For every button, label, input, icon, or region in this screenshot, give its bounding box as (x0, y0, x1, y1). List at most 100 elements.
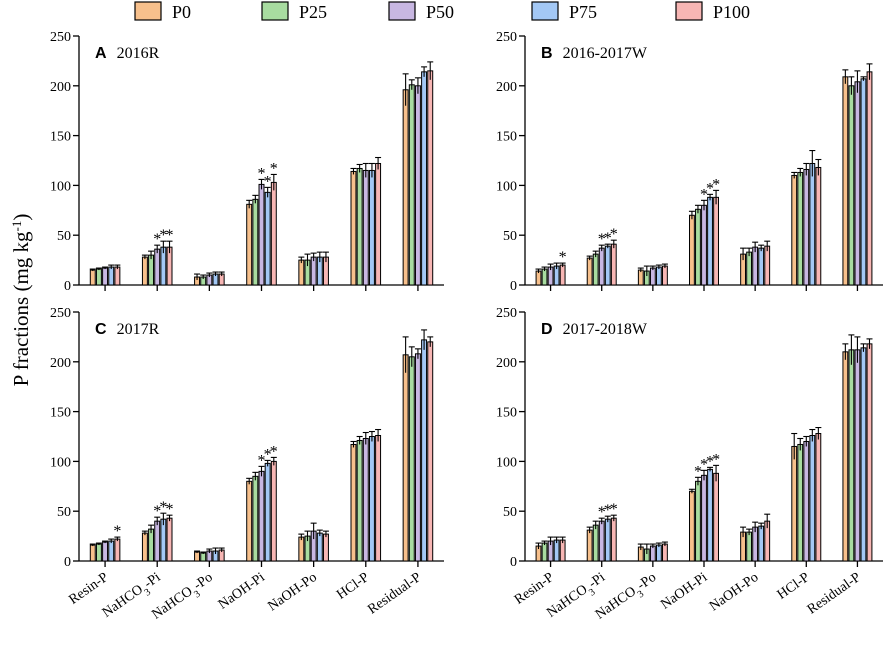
y-tick-label: 50 (57, 229, 71, 244)
bar-hcl-p-p75 (368, 169, 375, 286)
bar-nahco3-pi-p75 (160, 518, 167, 562)
bar-residual-p-p50 (414, 353, 421, 562)
bar-naoh-po-p75 (758, 525, 765, 562)
x-tick-label: Residual-P (805, 570, 864, 618)
significance-star: * (264, 173, 272, 190)
x-tick-label: Residual-P (365, 570, 424, 618)
panel-letter: D (541, 321, 553, 338)
panel-title: 2016-2017W (563, 45, 648, 62)
bar-residual-p-p0 (842, 351, 849, 562)
bar-naoh-po-p25 (746, 531, 753, 562)
bar-nahco3-pi-p50 (154, 248, 161, 286)
bar-residual-p-p0 (842, 76, 849, 286)
bar-nahco3-pi-p100 (166, 517, 173, 562)
x-tick-label-sub: 3 (142, 586, 152, 598)
bar-naoh-pi-p0 (246, 480, 253, 562)
y-tick-label: 100 (50, 455, 71, 470)
x-tick-label: Resin-P (66, 570, 111, 608)
bar-hcl-p-p25 (356, 167, 363, 286)
panel-letter: C (95, 321, 107, 338)
y-axis-label: P fractions (mg kg-1) (9, 214, 34, 387)
x-tick-label-main: HCl-P (775, 570, 813, 603)
bar-hcl-p-p25 (797, 171, 804, 286)
bar-nahco3-pi-p50 (598, 520, 605, 562)
bar-nahco3-po-p75 (655, 544, 662, 562)
x-tick-label-main: Resin-P (512, 570, 557, 608)
bar-residual-p-p50 (854, 349, 861, 562)
bar-resin-p-p0 (89, 269, 96, 286)
significance-star: * (270, 443, 278, 460)
bar-nahco3-po-p0 (637, 269, 644, 286)
bar-naoh-po-p25 (746, 251, 753, 286)
x-tick-label: HCl-P (775, 570, 813, 603)
bar-resin-p-p25 (95, 543, 102, 562)
bar-naoh-po-p50 (310, 256, 317, 286)
bar-resin-p-p50 (102, 541, 109, 562)
y-tick-label: 200 (496, 356, 517, 371)
bar-nahco3-po-p100 (662, 265, 668, 286)
bar-naoh-pi-p100 (713, 472, 719, 562)
legend-swatch-p100 (675, 1, 703, 21)
bar-nahco3-pi-p50 (154, 520, 161, 562)
bar-resin-p-p75 (553, 539, 560, 562)
y-tick-label: 150 (50, 406, 71, 421)
bar-hcl-p-p100 (375, 435, 382, 562)
bar-nahco3-pi-p0 (586, 257, 593, 286)
legend-label-p25: P25 (299, 2, 327, 22)
bar-hcl-p-p0 (791, 445, 798, 562)
bar-resin-p-p25 (541, 268, 548, 286)
x-tick-label-main: Resin-P (66, 570, 111, 608)
bar-naoh-po-p75 (316, 532, 323, 562)
y-tick-label: 200 (50, 356, 71, 371)
bar-hcl-p-p0 (791, 174, 798, 286)
significance-star: * (264, 446, 272, 463)
significance-star: * (700, 186, 708, 203)
significance-star: * (270, 160, 278, 177)
significance-star: * (153, 231, 161, 248)
bar-nahco3-pi-p75 (604, 518, 611, 562)
bar-hcl-p-p100 (815, 433, 822, 562)
x-tick-label: HCl-P (334, 570, 372, 603)
significance-star: * (166, 227, 174, 244)
bar-naoh-po-p100 (322, 533, 329, 562)
legend-swatch-p50 (388, 1, 416, 21)
bar-residual-p-p100 (866, 71, 873, 286)
y-tick-label: 100 (496, 455, 517, 470)
bar-nahco3-pi-p100 (610, 517, 617, 562)
y-tick-label: 100 (496, 179, 517, 194)
significance-star: * (706, 180, 714, 197)
x-tick-label-main: Residual-P (365, 570, 424, 618)
bar-residual-p-p0 (402, 354, 409, 562)
y-tick-label: 50 (503, 229, 517, 244)
y-tick-label: 50 (503, 505, 517, 520)
bar-naoh-pi-p75 (264, 191, 271, 286)
bar-nahco3-po-p0 (194, 551, 201, 562)
bar-hcl-p-p0 (350, 170, 357, 286)
significance-star: * (113, 523, 121, 540)
significance-star: * (694, 463, 702, 480)
y-axis-label-sup: -1 (9, 221, 24, 232)
bar-naoh-pi-p25 (695, 480, 701, 562)
bar-hcl-p-p25 (797, 443, 804, 562)
y-tick-label: 250 (50, 30, 71, 45)
significance-star: * (159, 499, 167, 516)
bar-resin-p-p0 (535, 270, 542, 286)
bar-naoh-pi-p0 (689, 490, 695, 562)
bar-residual-p-p75 (421, 339, 428, 562)
significance-star: * (604, 502, 612, 519)
significance-star: * (153, 503, 161, 520)
x-tick-label-main: HCl-P (334, 570, 372, 603)
bar-resin-p-p100 (114, 266, 121, 286)
y-tick-label: 150 (496, 130, 517, 145)
bar-hcl-p-p0 (350, 443, 357, 562)
bar-nahco3-pi-p100 (610, 243, 617, 286)
bar-naoh-po-p75 (758, 247, 765, 286)
bar-resin-p-p75 (108, 540, 115, 562)
bar-hcl-p-p50 (362, 169, 369, 286)
bar-nahco3-pi-p25 (592, 524, 599, 562)
bar-hcl-p-p100 (815, 166, 822, 286)
